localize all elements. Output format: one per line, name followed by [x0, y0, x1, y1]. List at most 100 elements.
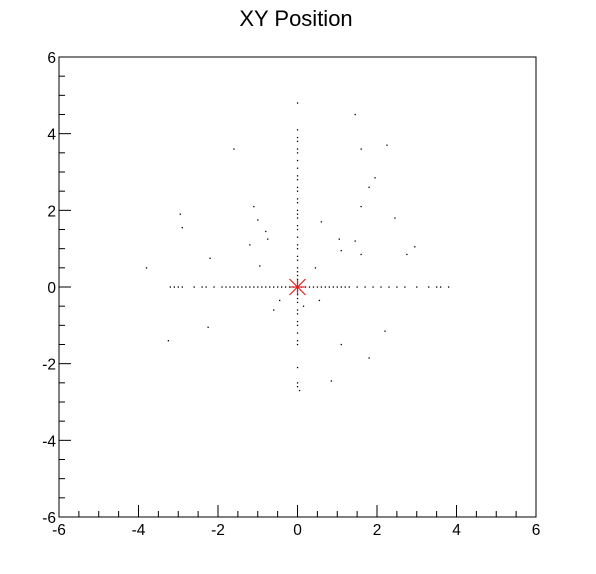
star-marker [289, 278, 306, 296]
data-point [302, 305, 305, 307]
data-point [288, 286, 291, 288]
data-point [205, 286, 207, 288]
data-point [386, 144, 388, 146]
data-point [296, 267, 299, 269]
data-point [296, 297, 299, 300]
data-point [269, 286, 271, 288]
data-point [316, 286, 319, 288]
data-point [279, 299, 281, 302]
data-point [296, 217, 299, 219]
data-point [296, 382, 299, 384]
data-point [296, 152, 299, 154]
data-point [296, 278, 299, 281]
data-point [388, 286, 390, 288]
data-point [436, 286, 438, 288]
data-point [406, 253, 408, 256]
data-point [296, 301, 299, 304]
data-point [229, 286, 231, 288]
data-point [296, 340, 299, 342]
y-tick-label: -4 [42, 433, 56, 450]
data-point [330, 380, 332, 382]
data-point [241, 286, 243, 288]
data-point [336, 286, 338, 288]
data-point [296, 255, 299, 258]
data-point [296, 202, 299, 204]
data-point [348, 286, 350, 288]
data-point [296, 324, 299, 327]
data-point [328, 286, 330, 288]
data-point [169, 286, 171, 288]
data-point [296, 102, 299, 104]
data-point [167, 340, 170, 342]
y-tick-label: 6 [47, 50, 56, 67]
data-point [296, 175, 299, 177]
x-tick-label: -4 [132, 522, 146, 539]
data-point [245, 286, 247, 288]
data-point [296, 198, 299, 200]
y-tick-label: 0 [47, 280, 56, 297]
data-point [296, 294, 299, 296]
data-point [296, 167, 299, 169]
data-point [237, 286, 239, 288]
y-axis: -6 -4 -2 0 2 4 6 [42, 50, 71, 527]
data-point [296, 259, 299, 261]
data-point [404, 286, 406, 288]
y-tick-label: 2 [47, 203, 56, 220]
data-point [296, 236, 299, 238]
data-point [440, 286, 442, 288]
data-point [173, 286, 175, 288]
x-tick-label: -2 [211, 522, 225, 539]
data-point [416, 286, 418, 288]
data-point [296, 225, 299, 227]
data-point [145, 267, 148, 269]
data-point [181, 226, 183, 229]
data-point [277, 286, 279, 288]
x-tick-label: 2 [373, 522, 382, 539]
data-point [207, 326, 209, 328]
center-marker [289, 278, 306, 296]
y-tick-label: -2 [42, 357, 56, 374]
data-point [340, 286, 342, 288]
data-point [296, 186, 299, 189]
data-point [356, 286, 358, 288]
data-point [253, 286, 255, 288]
data-point [320, 221, 323, 223]
data-point [193, 286, 195, 288]
data-point [296, 140, 299, 143]
data-point [201, 286, 203, 288]
data-point [273, 286, 275, 288]
data-point [296, 213, 299, 215]
data-point [354, 113, 356, 116]
data-point [384, 330, 386, 332]
data-point [296, 366, 299, 369]
x-tick-label: 6 [532, 522, 541, 539]
data-point [253, 205, 255, 208]
data-point [298, 389, 301, 392]
data-point [281, 286, 283, 288]
data-point [372, 286, 374, 288]
data-point [259, 265, 261, 267]
data-point [368, 186, 370, 189]
x-axis: -6 -4 -2 0 2 4 6 [52, 505, 540, 539]
data-point [396, 286, 398, 288]
data-point [308, 286, 311, 288]
data-point [414, 246, 416, 248]
data-point [447, 286, 450, 288]
data-point [296, 332, 299, 334]
data-point [296, 129, 299, 131]
data-point [296, 248, 299, 250]
data-point [181, 286, 183, 288]
data-point [265, 230, 267, 233]
data-point [338, 238, 340, 240]
data-point [394, 217, 396, 219]
data-point [318, 299, 321, 302]
data-point [296, 274, 299, 277]
data-point [296, 309, 299, 311]
data-point [332, 286, 334, 288]
data-point [312, 286, 315, 288]
y-tick-label: 4 [47, 127, 56, 144]
data-point [360, 148, 362, 150]
data-point [360, 205, 362, 208]
x-tick-label: 0 [293, 522, 302, 539]
